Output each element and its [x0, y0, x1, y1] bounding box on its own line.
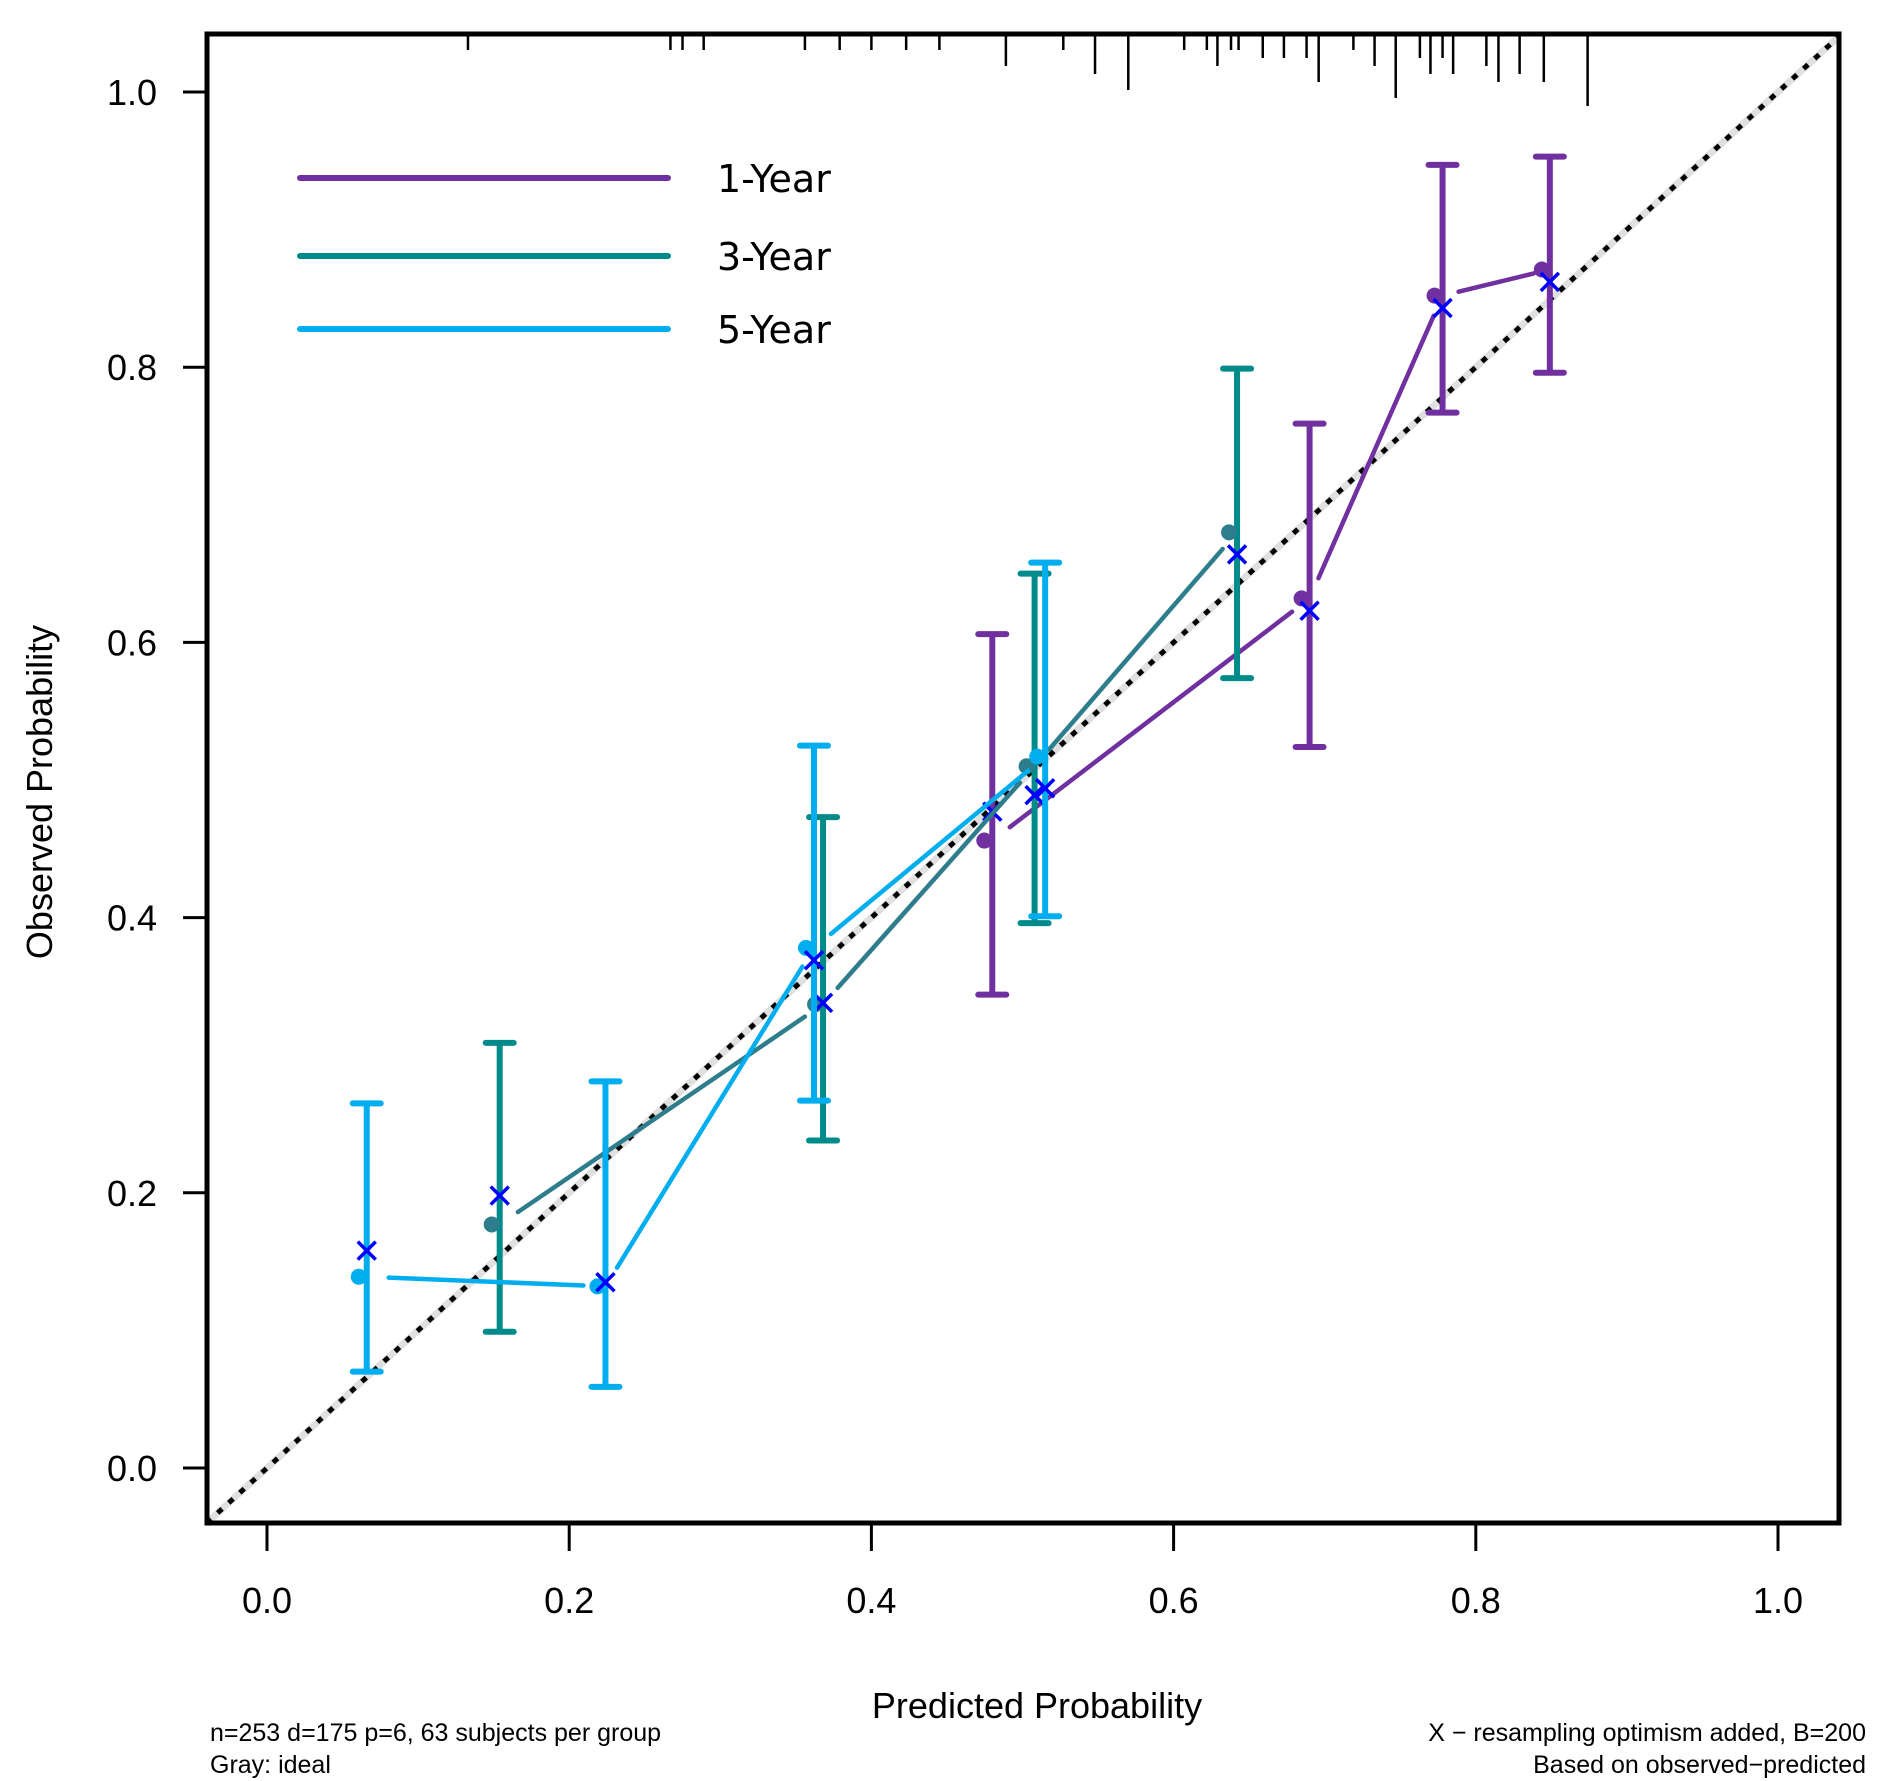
y-tick-label: 0.4 [107, 898, 157, 939]
x-tick-label: 0.2 [544, 1580, 594, 1621]
y-axis-title: Observed Probability [19, 625, 60, 959]
calibration-line-segment [828, 768, 1031, 937]
x-stroke [1299, 600, 1320, 621]
corrected-x-marker [1432, 297, 1453, 319]
x-stroke [803, 950, 825, 971]
note-observed-predicted: Based on observed−predicted [1533, 1751, 1866, 1779]
x-stroke [812, 992, 834, 1014]
observed-point [1018, 758, 1035, 775]
observed-point [1221, 524, 1238, 541]
corrected-x-marker [1034, 778, 1056, 799]
rug-ticks [466, 34, 1589, 106]
ideal-line [204, 34, 1841, 1526]
plot-frame [204, 31, 1842, 1526]
ideal-line-dotted [204, 35, 1841, 1525]
y-tick-label: 0.2 [107, 1173, 157, 1214]
legend: 1-Year 3-Year 5-Year [297, 157, 831, 352]
legend-label: 5-Year [717, 308, 831, 352]
corrected-x-marker [595, 1272, 616, 1293]
corrected-x-marker [1024, 784, 1045, 806]
corrected-x-marker [356, 1240, 377, 1261]
observed-point [589, 1278, 606, 1295]
legend-item-1-year: 1-Year [297, 157, 831, 201]
x-stroke [1226, 544, 1248, 565]
x-stroke [489, 1185, 510, 1206]
series-1-year [975, 153, 1567, 998]
observed-point [1029, 748, 1046, 765]
x-tick-label: 0.0 [242, 1580, 292, 1621]
calibration-line-segment [1007, 609, 1295, 830]
calibration-line-segment [835, 780, 1023, 991]
observed-point [976, 832, 993, 849]
y-tick-label: 0.0 [107, 1448, 157, 1489]
x-stroke [1539, 271, 1561, 293]
x-tick-label: 1.0 [1753, 1580, 1803, 1621]
y-tick-label: 0.8 [107, 347, 157, 388]
observed-point [1533, 261, 1550, 278]
observed-point [1293, 590, 1310, 607]
observed-point [350, 1268, 367, 1285]
observed-point [483, 1216, 500, 1233]
x-stroke [1024, 784, 1045, 806]
calibration-line-segment [1456, 271, 1536, 294]
x-tick-label: 0.8 [1451, 1580, 1501, 1621]
observed-point [1426, 287, 1443, 304]
calibration-line-segment [1316, 313, 1436, 581]
legend-label: 1-Year [717, 157, 831, 201]
legend-label: 3-Year [717, 235, 831, 279]
x-axis-title: Predicted Probability [872, 1685, 1202, 1726]
x-tick-label: 0.6 [1149, 1580, 1199, 1621]
corrected-x-marker [812, 992, 834, 1014]
calibration-series [349, 153, 1567, 1390]
corrected-x-marker [489, 1185, 510, 1206]
y-tick-label: 1.0 [107, 72, 157, 113]
legend-item-3-year: 3-Year [297, 235, 831, 279]
series-5-year [349, 559, 1063, 1390]
observed-point [797, 939, 814, 956]
y-axis: 0.0 0.2 0.4 0.6 0.8 1.0 [107, 72, 207, 1489]
calibration-line-segment [386, 1275, 586, 1288]
x-stroke [356, 1240, 377, 1261]
corrected-x-marker [803, 950, 825, 971]
note-sample-size: n=253 d=175 p=6, 63 subjects per group [210, 1719, 661, 1747]
calibration-line-segment [614, 964, 805, 1270]
x-stroke [595, 1272, 616, 1293]
x-stroke [1432, 297, 1453, 319]
note-resampling: X − resampling optimism added, B=200 [1428, 1719, 1866, 1747]
ideal-line-gray [204, 34, 1841, 1526]
x-stroke [1034, 778, 1056, 799]
corrected-x-marker [1226, 544, 1248, 565]
x-tick-label: 0.4 [846, 1580, 896, 1621]
legend-item-5-year: 5-Year [297, 308, 831, 352]
x-axis: 0.0 0.2 0.4 0.6 0.8 1.0 [242, 1523, 1803, 1621]
calibration-line-segment [515, 1014, 808, 1215]
corrected-x-marker [1299, 600, 1320, 621]
corrected-x-marker [1539, 271, 1561, 293]
y-tick-label: 0.6 [107, 622, 157, 663]
series-3-year [482, 365, 1255, 1335]
note-gray-ideal: Gray: ideal [210, 1751, 331, 1779]
calibration-line-segment [1046, 546, 1225, 752]
